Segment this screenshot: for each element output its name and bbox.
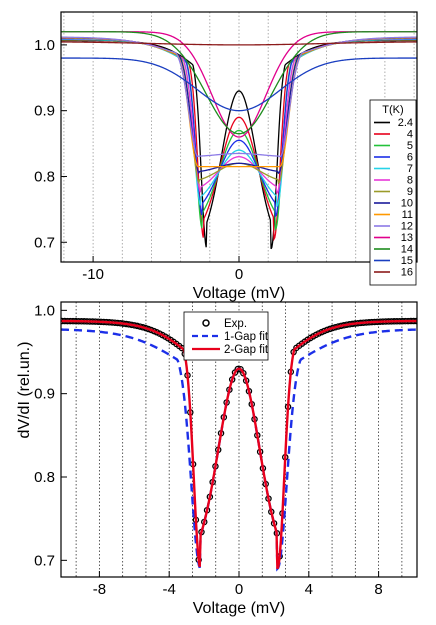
y-tick-label: 1.0 bbox=[34, 302, 55, 319]
x-axis-title: Voltage (mV) bbox=[193, 285, 285, 302]
series-line bbox=[61, 36, 417, 168]
top-panel: -10 0 10 0.7 0.8 0.9 1.0 Voltage (mV) T(K)2.4456… bbox=[34, 11, 418, 302]
legend-title: T(K) bbox=[382, 104, 403, 116]
series-line bbox=[61, 57, 417, 112]
series-group bbox=[61, 31, 417, 250]
x-tick-label: -10 bbox=[82, 266, 104, 283]
y-tick-label: 0.7 bbox=[34, 234, 55, 251]
legend-label: 14 bbox=[401, 244, 413, 256]
x-tick-label: 0 bbox=[235, 266, 243, 283]
legend-label: 5 bbox=[407, 140, 413, 152]
series-group bbox=[61, 317, 417, 572]
series-line bbox=[61, 41, 417, 46]
x-tick-label: 4 bbox=[305, 581, 313, 598]
legend-label: 8 bbox=[407, 175, 413, 187]
legend-label: 4 bbox=[407, 129, 413, 141]
legend-label: 12 bbox=[401, 221, 413, 233]
legend-label: 7 bbox=[407, 163, 413, 175]
legend-label: 9 bbox=[407, 186, 413, 198]
x-tick-label: 0 bbox=[235, 581, 243, 598]
legend-label: 16 bbox=[401, 267, 413, 279]
y-tick-label: 0.9 bbox=[34, 103, 55, 120]
legend-label: Exp. bbox=[224, 318, 247, 330]
y-tick-label: 0.7 bbox=[34, 552, 55, 569]
y-tick-label: 1.0 bbox=[34, 37, 55, 54]
bottom-panel: -8 -4 0 4 8 0.7 0.8 0.9 1.0 Voltage (mV) Exp.1-Gap… bbox=[34, 301, 418, 617]
legend-label: 10 bbox=[401, 198, 413, 210]
series-line bbox=[61, 36, 417, 158]
legend-label: 2-Gap fit bbox=[224, 344, 269, 356]
legend-swatch bbox=[202, 319, 210, 327]
legend-label: 15 bbox=[401, 255, 413, 267]
y-tick-label: 0.8 bbox=[34, 469, 55, 486]
legend-box bbox=[369, 99, 417, 286]
y-tick-label: 0.8 bbox=[34, 168, 55, 185]
y-axis-title: dV/dI (rel.un.) bbox=[16, 342, 33, 439]
series-line bbox=[61, 319, 417, 570]
y-tick-label: 0.9 bbox=[34, 386, 55, 403]
x-tick-label: 8 bbox=[374, 581, 382, 598]
legend-label: 1-Gap fit bbox=[224, 331, 269, 343]
series-line bbox=[61, 31, 417, 135]
legend-label: 2.4 bbox=[398, 117, 413, 129]
legend-label: 13 bbox=[401, 232, 413, 244]
legend-label: 6 bbox=[407, 152, 413, 164]
x-tick-label: -8 bbox=[93, 581, 106, 598]
x-axis-title: Voltage (mV) bbox=[193, 600, 285, 617]
x-tick-label: -4 bbox=[163, 581, 176, 598]
legend-label: 11 bbox=[402, 209, 413, 221]
